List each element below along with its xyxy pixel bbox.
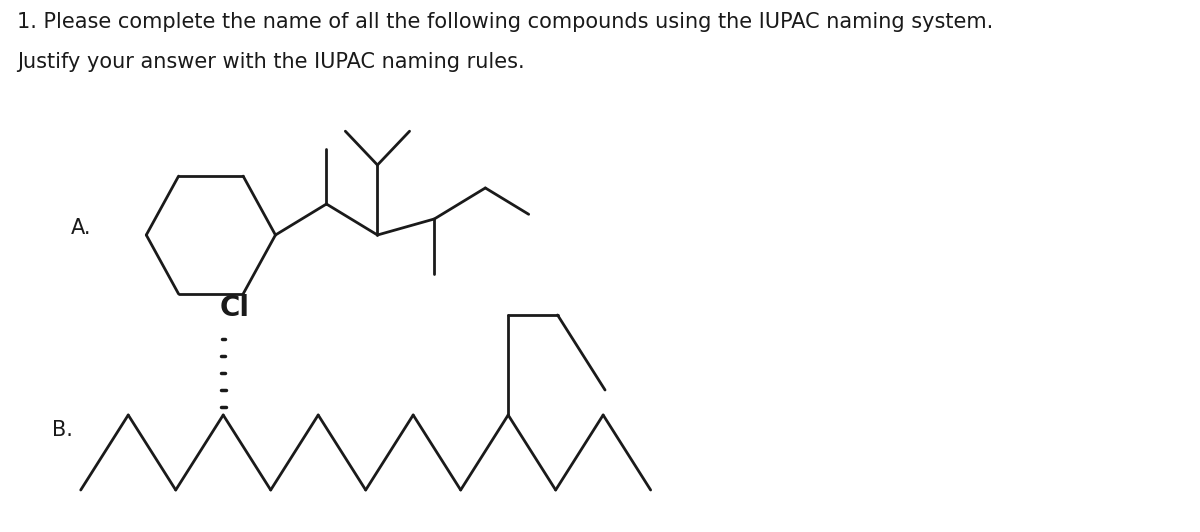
Text: Justify your answer with the IUPAC naming rules.: Justify your answer with the IUPAC namin… [17,52,524,72]
Text: A.: A. [71,218,91,238]
Text: Cl: Cl [220,294,250,322]
Text: 1. Please complete the name of all the following compounds using the IUPAC namin: 1. Please complete the name of all the f… [17,12,994,32]
Text: B.: B. [53,420,73,440]
